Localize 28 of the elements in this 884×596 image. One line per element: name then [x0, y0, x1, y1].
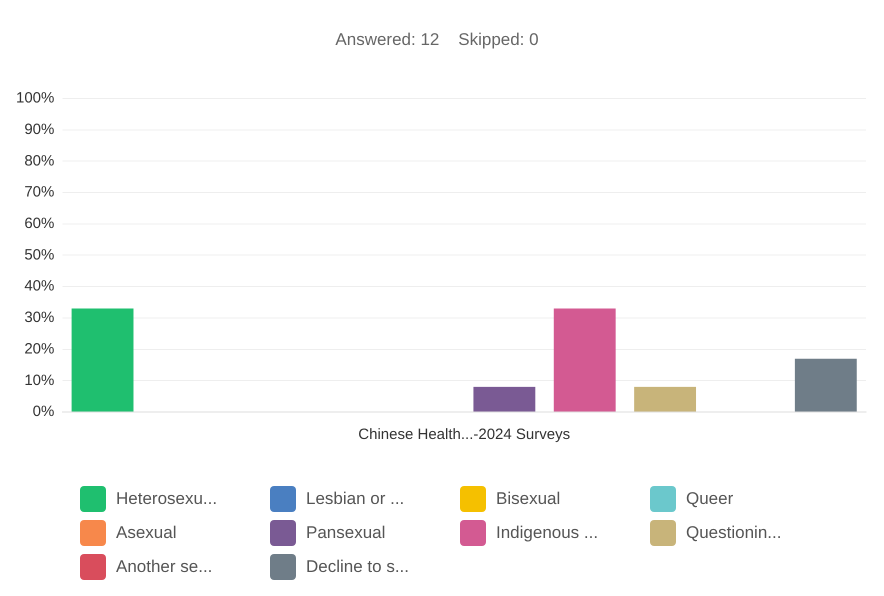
legend-label: Asexual — [116, 523, 176, 543]
bar — [473, 386, 536, 412]
y-tick-label: 90% — [24, 120, 54, 138]
legend-label: Heterosexu... — [116, 489, 218, 509]
legend-label: Lesbian or ... — [306, 489, 404, 509]
chart-title: Answered: 12 Skipped: 0 — [335, 30, 539, 49]
legend-label: Indigenous ... — [496, 523, 598, 543]
legend-label: Pansexual — [306, 523, 386, 543]
y-tick-label: 80% — [24, 152, 54, 170]
y-tick-label: 70% — [24, 184, 54, 201]
y-tick-label: 50% — [24, 246, 54, 264]
legend-label: Bisexual — [496, 489, 560, 509]
x-tick-label: Chinese Health...-2024 Surveys — [358, 426, 570, 444]
bar — [634, 386, 696, 412]
bar — [72, 308, 134, 412]
y-tick-label: 10% — [24, 372, 54, 389]
legend-label: Another se... — [116, 557, 212, 577]
y-tick-label: 0% — [32, 403, 54, 420]
y-tick-label: 40% — [24, 278, 54, 295]
y-tick-label: 100% — [16, 90, 54, 107]
bar — [554, 308, 616, 412]
y-tick-label: 30% — [24, 309, 54, 326]
y-tick-label: 20% — [24, 340, 54, 358]
bar — [794, 358, 857, 412]
legend-label: Questionin... — [686, 523, 782, 543]
legend-label: Decline to s... — [306, 557, 409, 577]
legend-label: Queer — [686, 489, 734, 509]
y-tick-label: 60% — [24, 214, 54, 232]
